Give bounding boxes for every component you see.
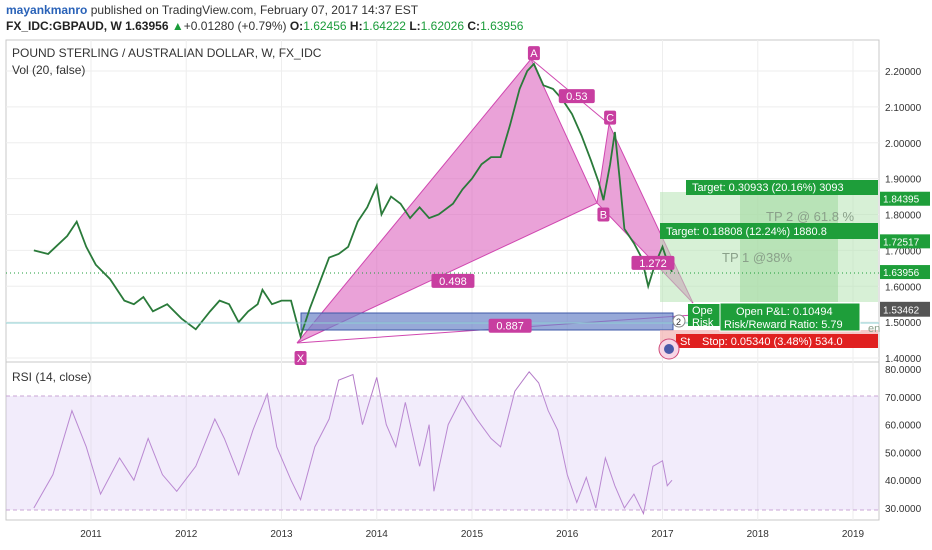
target2-label: Target: 0.30933 (20.16%) 3093: [692, 182, 844, 194]
annotation-7: 1.272: [639, 258, 667, 270]
open-label: O:: [289, 19, 304, 33]
time-tick-6: 2017: [651, 529, 674, 540]
time-tick-5: 2016: [556, 529, 579, 540]
time-tick-1: 2012: [175, 529, 198, 540]
annotation-5: 0.498: [439, 276, 467, 288]
step-badge: [672, 314, 686, 328]
price-tick-0: 2.20000: [885, 67, 922, 78]
open-value: 1.62456: [303, 19, 347, 33]
price-line: [33, 62, 673, 340]
target1-label: Target: 0.18808 (12.24%) 1880.8: [666, 226, 827, 238]
change-value: +0.01280 (+0.79%): [183, 19, 287, 33]
price-marker-box: [880, 265, 930, 280]
volume-label: Vol (20, false): [12, 63, 85, 77]
symbol-label: FX_IDC:GBPAUD, W: [6, 19, 122, 33]
risk-partial: Risk: [692, 317, 714, 329]
close-label: C:: [467, 19, 481, 33]
rsi-pane[interactable]: [5, 361, 880, 521]
chart-canvas[interactable]: POUND STERLING / AUSTRALIAN DOLLAR, W, F…: [0, 36, 932, 550]
price-marker-1: 1.72517: [883, 237, 920, 248]
close-value: 1.63956: [480, 19, 524, 33]
stop-label: Stop: 0.05340 (3.48%) 534.0: [702, 336, 843, 348]
tp2-label: TP 2 @ 61.8 %: [766, 209, 855, 224]
annotation-6: 0.887: [496, 321, 524, 333]
annotation-1: B: [600, 210, 607, 222]
price-marker-box: [880, 302, 930, 317]
rsi-axis: 80.0000 70.0000 60.0000 50.0000 40.0000 30.00…: [885, 365, 922, 515]
annotation-box: [527, 46, 540, 61]
alarm-core-icon: [664, 344, 674, 354]
author-link[interactable]: mayankmanro: [6, 3, 88, 17]
tp1-label: TP 1 @38%: [722, 250, 792, 265]
annotation-box: [294, 351, 307, 365]
risk-reward-label: Risk/Reward Ratio: 5.79: [724, 319, 843, 331]
annotation-box: [597, 207, 610, 222]
rsi-tick-3: 50.0000: [885, 448, 922, 459]
high-value: 1.64222: [362, 19, 406, 33]
time-tick-7: 2018: [747, 529, 770, 540]
annotation-0: A: [530, 48, 538, 60]
price-tick-7: 1.50000: [885, 318, 922, 329]
price-marker-2: 1.63956: [883, 268, 920, 279]
price-tick-6: 1.60000: [885, 282, 922, 293]
low-label: L:: [409, 19, 421, 33]
price-marker-4: 1.53462: [883, 306, 920, 317]
time-tick-2: 2013: [270, 529, 293, 540]
chart-header: mayankmanro published on TradingView.com…: [0, 0, 932, 36]
open-partial: Ope: [692, 305, 713, 317]
chart-title: POUND STERLING / AUSTRALIAN DOLLAR, W, F…: [12, 46, 322, 60]
time-axis: 2011 2012 2013 2014 2015 2016 2017 2018 2019: [80, 529, 864, 540]
open-pl-label: Open P&L: 0.10494: [736, 306, 833, 318]
profit-zone-2: [740, 192, 838, 302]
annotation-box: [631, 255, 675, 270]
price-tick-1: 2.10000: [885, 103, 922, 114]
price-tick-5: 1.70000: [885, 246, 922, 257]
price-tick-4: 1.80000: [885, 211, 922, 222]
target2-box: [686, 180, 878, 195]
rsi-tick-4: 40.0000: [885, 476, 922, 487]
price-tick-3: 1.90000: [885, 175, 922, 186]
publish-info: published on TradingView.com, February 0…: [90, 3, 419, 17]
annotation-box: [488, 318, 532, 333]
annotation-4: 0.53: [566, 91, 587, 103]
price-tick-8: 1.40000: [885, 354, 922, 365]
rsi-tick-1: 70.0000: [885, 393, 922, 404]
time-tick-3: 2014: [366, 529, 389, 540]
high-label: H:: [349, 19, 363, 33]
last-price: 1.63956: [125, 19, 169, 33]
rsi-tick-5: 30.0000: [885, 504, 922, 515]
trade-labels: Target: 0.30933 (20.16%) 3093 TP 2 @ 61.…: [658, 180, 880, 360]
ohlc-line: FX_IDC:GBPAUD, W 1.63956 ▲+0.01280 (+0.7…: [6, 19, 523, 33]
rsi-line: [33, 370, 673, 516]
step-number: 2: [676, 317, 681, 327]
time-tick-8: 2019: [842, 529, 865, 540]
pattern-labels: A B C X 0.53 0.498 0.887 1.272: [294, 46, 675, 365]
up-arrow-icon: ▲: [171, 19, 184, 33]
target1-box: [660, 223, 878, 239]
price-marker-box: [880, 234, 930, 249]
annotation-2: C: [606, 113, 614, 125]
annotation-box: [558, 89, 595, 104]
price-axis: 2.20000 2.10000 2.00000 1.90000 1.80000 1.700…: [885, 67, 922, 365]
time-tick-4: 2015: [461, 529, 484, 540]
rsi-band: [6, 396, 879, 510]
price-marker-0: 1.84395: [883, 195, 920, 206]
rsi-tick-2: 60.0000: [885, 421, 922, 432]
annotation-box: [431, 273, 475, 288]
low-value: 1.62026: [420, 19, 465, 33]
rsi-tick-0: 80.0000: [885, 365, 922, 376]
stop-box: [690, 334, 878, 348]
pl-box: [719, 302, 861, 332]
price-tick-2: 2.00000: [885, 139, 922, 150]
price-marker-box: [880, 191, 930, 206]
rsi-title: RSI (14, close): [12, 370, 91, 384]
publish-line: mayankmanro published on TradingView.com…: [6, 3, 418, 17]
annotation-3: X: [297, 353, 305, 365]
support-zone[interactable]: [300, 312, 674, 331]
time-tick-0: 2011: [80, 529, 102, 540]
open-partial-box: [688, 304, 722, 326]
open-suffix: en: [868, 323, 880, 335]
annotation-box: [604, 110, 617, 125]
